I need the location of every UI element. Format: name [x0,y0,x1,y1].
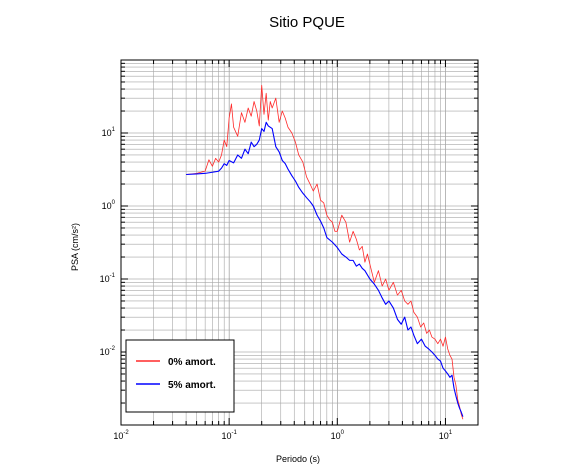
tick-labels: 10-2 10-1 100 101 10-2 10-1 100 101 [100,127,453,441]
legend: 0% amort. 5% amort. [125,339,235,413]
series-line-1 [186,121,464,417]
x-tick-label: 10-1 [221,430,237,441]
y-tick-label: 101 [102,127,116,138]
legend-box [125,339,235,413]
x-tick-label: 10-2 [113,430,129,441]
series-line-0 [186,84,464,420]
x-tick-label: 101 [439,430,453,441]
y-tick-label: 10-2 [100,346,116,357]
axis-ticks [120,59,479,426]
x-axis-label: Periodo (s) [276,454,320,464]
x-tick-label: 100 [331,430,345,441]
legend-label-1: 5% amort. [168,380,216,391]
plot-frame [120,59,479,426]
y-axis-label: PSA (cm/s²) [70,223,80,271]
y-tick-label: 100 [102,200,116,211]
legend-label-0: 0% amort. [168,357,216,368]
series-layer [186,84,464,420]
y-tick-label: 10-1 [100,273,116,284]
chart-title: Sitio PQUE [269,14,345,31]
